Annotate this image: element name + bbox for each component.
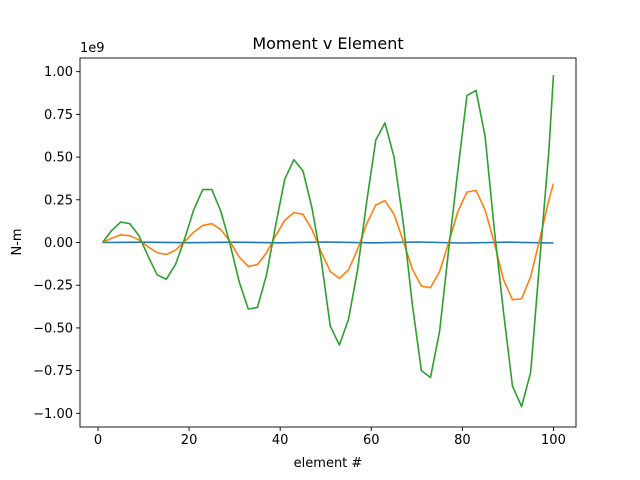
y-tick-label: 0.25 [44, 193, 73, 208]
y-tick-label: 1.00 [44, 65, 73, 80]
x-tick-label: 80 [454, 433, 471, 448]
y-tick-label: −0.25 [33, 279, 73, 294]
series-layer [101, 75, 555, 408]
x-tick-label: 100 [541, 433, 566, 448]
y-axis-offset-label: 1e9 [80, 41, 105, 56]
y-tick-label: 0.75 [44, 108, 73, 123]
series-line-3 [101, 75, 555, 408]
x-axis-label: element # [294, 456, 363, 471]
y-tick-label: 0.00 [44, 236, 73, 251]
chart-title: Moment v Element [252, 34, 403, 53]
series-line-2 [102, 183, 555, 301]
series-line-1 [102, 241, 554, 244]
x-tick-label: 0 [94, 433, 102, 448]
x-tick-label: 40 [272, 433, 289, 448]
axes-layer: 0 20 40 60 80 100 −1.00 −0.75 −0.50 −0.25 0.00 0.25… [33, 57, 577, 448]
y-tick-label: 0.50 [44, 151, 73, 166]
y-tick-label: −0.50 [33, 321, 73, 336]
y-tick-label: −1.00 [33, 407, 73, 422]
x-tick-label: 20 [181, 433, 198, 448]
x-tick-label: 60 [363, 433, 380, 448]
y-tick-label: −0.75 [33, 364, 73, 379]
y-axis-label: N-m [10, 228, 25, 255]
